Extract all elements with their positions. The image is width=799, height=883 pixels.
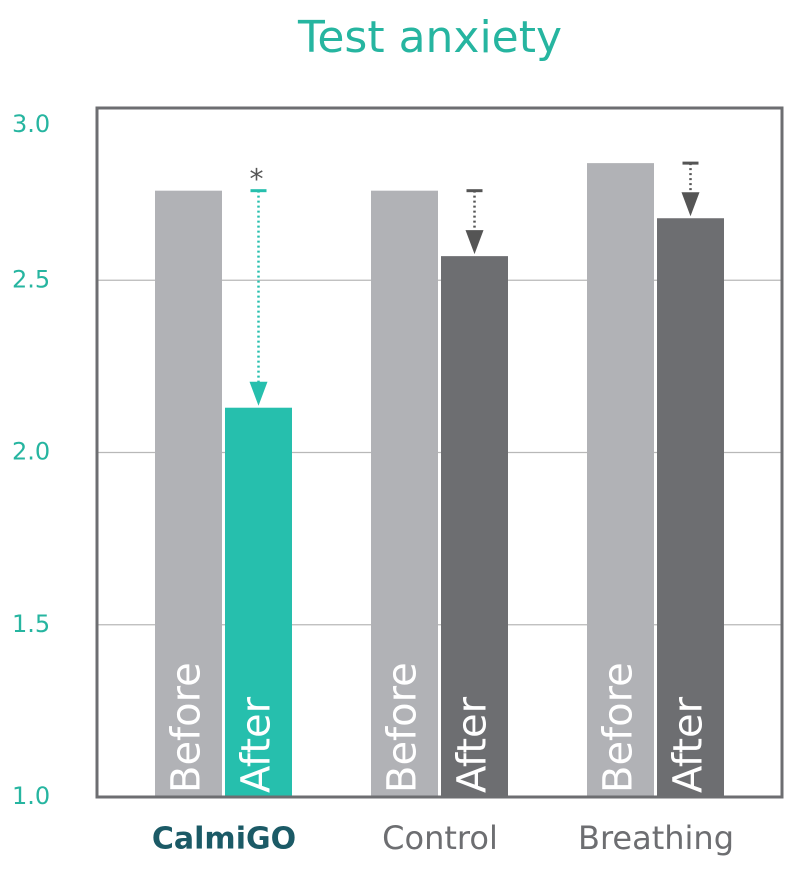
- bar-label: Before: [596, 662, 642, 793]
- bar: [441, 256, 508, 797]
- bar-label: Before: [380, 662, 426, 793]
- x-tick-label: CalmiGO: [152, 822, 296, 857]
- arrow-head: [681, 192, 700, 217]
- bar: [371, 190, 438, 797]
- chart-title: Test anxiety: [297, 12, 562, 63]
- bar-label: After: [234, 696, 280, 793]
- bar: [587, 163, 654, 797]
- y-tick-label: 3.0: [12, 110, 50, 138]
- bar-label: After: [450, 696, 496, 793]
- x-tick-label: Control: [382, 819, 498, 857]
- bar: [225, 407, 292, 797]
- x-tick-label: Breathing: [578, 819, 734, 857]
- bar: [657, 218, 724, 798]
- arrow-head: [465, 230, 484, 255]
- bar-label: Before: [164, 662, 210, 793]
- bar-label: After: [666, 696, 712, 793]
- arrow-head: [249, 381, 268, 406]
- y-tick-label: 1.5: [12, 610, 50, 638]
- y-tick-label: 1.0: [12, 782, 50, 810]
- bar: [155, 190, 222, 797]
- y-tick-label: 2.0: [12, 438, 50, 466]
- annotation: *: [250, 163, 264, 196]
- plot-frame: [95, 106, 784, 799]
- y-tick-label: 2.5: [12, 265, 50, 293]
